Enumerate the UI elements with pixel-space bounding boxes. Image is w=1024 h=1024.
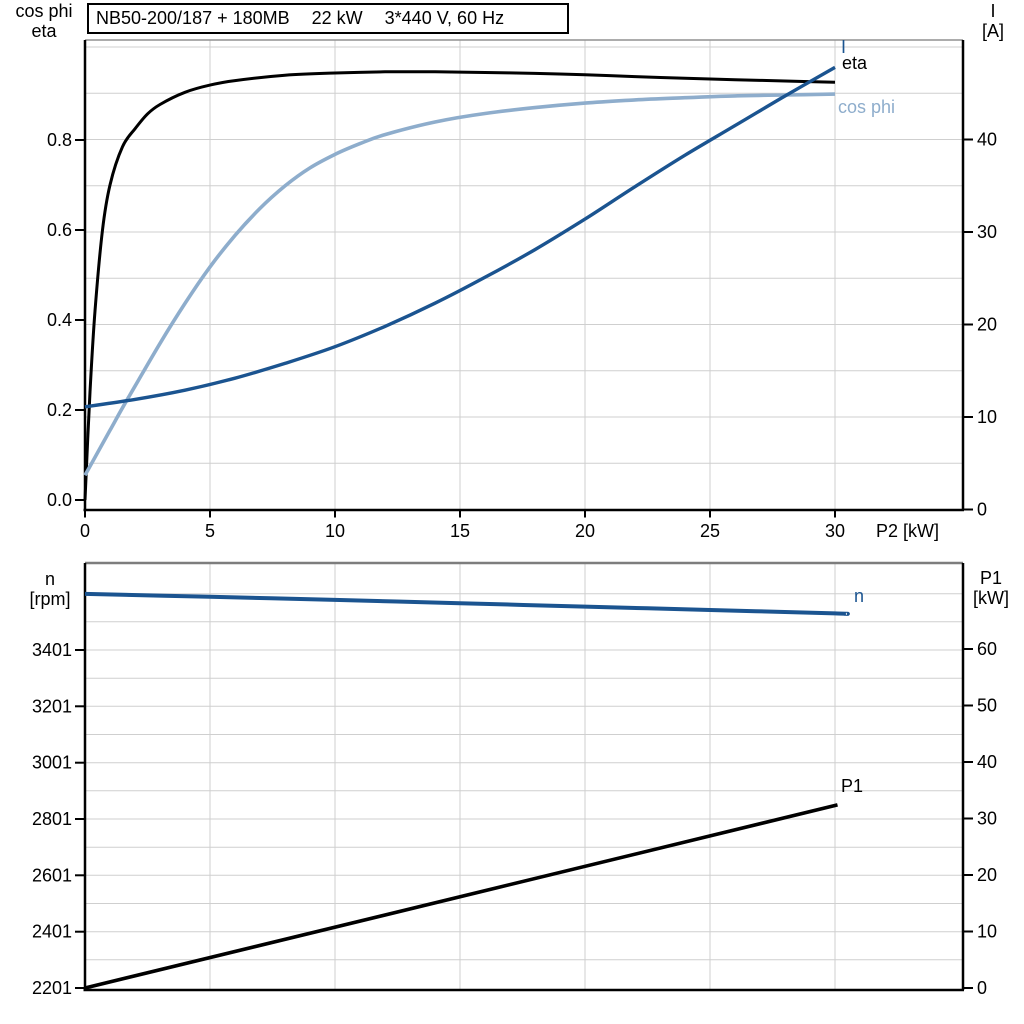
title-power: 22 kW <box>311 8 363 28</box>
curve-label-n: n <box>854 586 864 606</box>
curve-label-eta: eta <box>842 53 868 73</box>
y-right-tick-label: 20 <box>977 865 997 885</box>
x-tick-label: 25 <box>700 521 720 541</box>
x-tick-label: 15 <box>450 521 470 541</box>
y-left-tick-label: 2801 <box>32 809 72 829</box>
curve-cos-phi <box>83 92 836 477</box>
y-right-tick-label: 40 <box>977 752 997 772</box>
y-right-tick-label: 60 <box>977 639 997 659</box>
y-left-tick-label: 0.2 <box>47 400 72 420</box>
y-right-tick-label: 0 <box>977 978 987 998</box>
curve-eta <box>83 70 836 501</box>
left-axis-title-line2: eta <box>31 21 57 41</box>
title-supply: 3*440 V, 60 Hz <box>384 8 505 28</box>
curve-p1 <box>84 803 838 990</box>
curve-n <box>84 591 850 616</box>
y-left-tick-label: 0.4 <box>47 310 72 330</box>
y-right-tick-label: 20 <box>977 315 997 335</box>
x-axis-title: P2 [kW] <box>876 521 940 541</box>
bottom-chart-right-axis-title: P1 [kW] <box>958 568 1024 608</box>
y-right-tick-label: 40 <box>977 130 997 150</box>
n-axis-title-line2: [rpm] <box>29 589 71 609</box>
p1-axis-title-line1: P1 <box>979 568 1003 588</box>
y-left-tick-label: 2201 <box>32 978 72 998</box>
y-right-tick-label: 10 <box>977 922 997 942</box>
x-tick-label: 20 <box>575 521 595 541</box>
top-chart-left-axis-title: cos phi eta <box>0 1 88 41</box>
curve-label-cos-phi: cos phi <box>838 97 895 117</box>
left-axis-title-line1: cos phi <box>15 1 73 21</box>
bottom-chart-left-axis-title: n [rpm] <box>16 569 84 609</box>
top-chart-right-axis-title: I [A] <box>962 1 1024 41</box>
y-left-tick-label: 3401 <box>32 640 72 660</box>
y-left-tick-label: 0.6 <box>47 220 72 240</box>
y-left-tick-label: 0.8 <box>47 130 72 150</box>
curve-label-i: I <box>841 37 846 57</box>
chart-title-box: NB50-200/187 + 180MB 22 kW 3*440 V, 60 H… <box>87 3 569 34</box>
y-right-tick-label: 10 <box>977 407 997 427</box>
p1-axis-title-line2: [kW] <box>973 588 1009 608</box>
x-tick-label: 30 <box>825 521 845 541</box>
y-left-tick-label: 3001 <box>32 753 72 773</box>
y-right-tick-label: 0 <box>977 500 987 520</box>
title-model: NB50-200/187 + 180MB <box>96 8 290 28</box>
y-right-tick-label: 50 <box>977 696 997 716</box>
n-axis-title-line1: n <box>44 569 55 589</box>
right-axis-title-line2: [A] <box>981 21 1004 41</box>
x-tick-label: 0 <box>80 521 90 541</box>
x-tick-label: 5 <box>205 521 215 541</box>
y-left-tick-label: 2401 <box>32 922 72 942</box>
right-axis-title-line1: I <box>990 1 996 21</box>
curve-i <box>84 65 836 409</box>
y-right-tick-label: 30 <box>977 222 997 242</box>
y-right-tick-label: 30 <box>977 809 997 829</box>
y-left-tick-label: 3201 <box>32 696 72 716</box>
y-left-tick-label: 0.0 <box>47 490 72 510</box>
curve-label-p1: P1 <box>841 776 863 796</box>
x-tick-label: 10 <box>325 521 345 541</box>
y-left-tick-label: 2601 <box>32 865 72 885</box>
